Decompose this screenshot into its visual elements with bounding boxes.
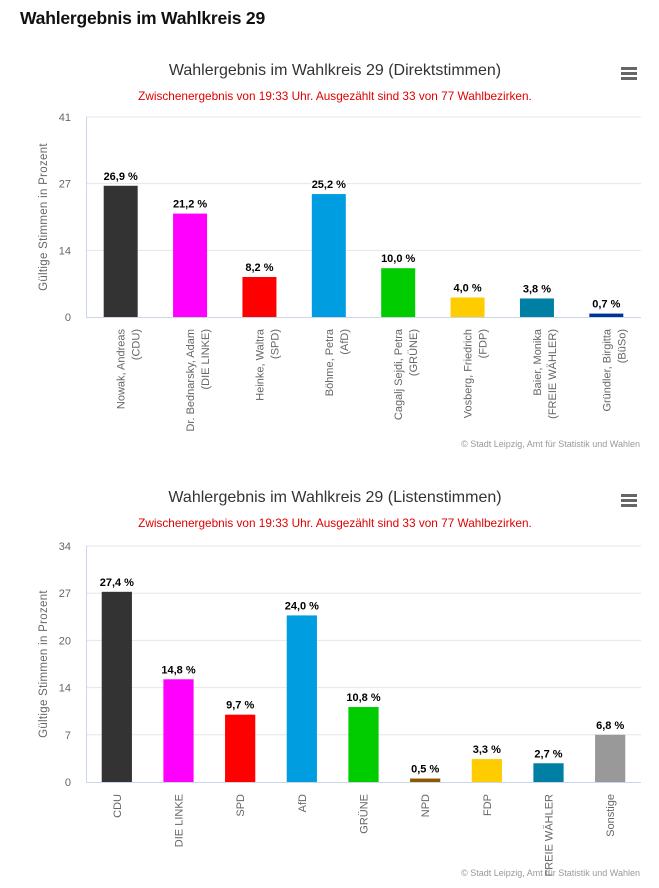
bar	[286, 615, 317, 782]
x-category-label: Cagalj Sejdi, Petra	[393, 328, 405, 420]
chart-subtitle: Zwischenergebnis von 19:33 Uhr. Ausgezäh…	[138, 516, 532, 530]
page-title: Wahlergebnis im Wahlkreis 29	[20, 8, 265, 28]
data-label: 24,0 %	[285, 600, 319, 612]
x-category-label: Gründler, Birgitta	[601, 328, 613, 411]
bar	[589, 313, 624, 317]
bar	[450, 297, 485, 317]
bar	[471, 759, 502, 782]
y-tick-label: 20	[59, 635, 71, 647]
chart-plot-direktstimmen: 0 14 27 41 Gültige Stimmen in Prozent 26,9 % N…	[38, 112, 641, 432]
data-label: 25,2 %	[312, 179, 346, 191]
y-tick-label: 7	[65, 730, 71, 742]
bar	[381, 268, 416, 317]
x-category-label: GRÜNE	[359, 794, 371, 834]
chart-menu-button[interactable]	[617, 64, 641, 82]
x-category-label: (FREIE WÄHLER)	[547, 329, 559, 419]
x-category-label: Vosberg, Friedrich	[463, 329, 475, 418]
y-tick-label: 0	[65, 777, 71, 789]
bar	[410, 778, 441, 782]
x-category-label: Heinke, Waltra	[254, 328, 266, 401]
chart-title: Wahlergebnis im Wahlkreis 29 (Direktstim…	[168, 62, 502, 79]
x-category-label: CDU	[112, 794, 124, 818]
bar	[103, 185, 138, 317]
x-category-label: Dr. Bednarsky, Adam	[185, 329, 197, 432]
bar	[242, 277, 277, 317]
x-category-label: (DIE LINKE)	[200, 329, 212, 390]
data-label: 3,3 %	[473, 744, 501, 756]
x-category-label: (BüSo)	[616, 329, 628, 363]
x-category-label: Sonstige	[605, 794, 617, 837]
y-tick-label: 34	[59, 541, 71, 553]
data-label: 3,8 %	[523, 283, 551, 295]
hamburger-menu-icon	[621, 494, 637, 507]
credits-link[interactable]: © Stadt Leipzig, Amt für Statistik und W…	[461, 868, 640, 878]
chart-subtitle: Zwischenergebnis von 19:33 Uhr. Ausgezäh…	[138, 89, 532, 103]
x-category-label: (FDP)	[478, 329, 490, 358]
x-category-label: Böhme, Petra	[324, 328, 336, 396]
x-category-label: NPD	[420, 794, 432, 817]
y-tick-label: 0	[65, 312, 71, 324]
bar	[173, 213, 208, 317]
bar	[595, 734, 626, 782]
y-tick-label: 27	[59, 179, 71, 191]
chart-listenstimmen: Wahlergebnis im Wahlkreis 29 (Listenstim…	[0, 478, 659, 888]
data-label: 2,7 %	[534, 748, 562, 760]
x-category-label: Baier, Monika	[532, 328, 544, 396]
credits-link[interactable]: © Stadt Leipzig, Amt für Statistik und W…	[461, 439, 640, 449]
data-label: 4,0 %	[453, 282, 481, 294]
x-category-label: (SPD)	[269, 329, 281, 359]
x-category-label: FDP	[482, 794, 494, 816]
chart-title: Wahlergebnis im Wahlkreis 29 (Listenstim…	[168, 489, 502, 506]
x-category-label: (CDU)	[131, 329, 143, 360]
chart-plot-listenstimmen: 0 7 14 20 27 34 Gültige Stimmen in Prozent 27,4…	[38, 541, 641, 877]
y-axis-title: Gültige Stimmen in Prozent	[38, 590, 50, 738]
bar	[348, 707, 379, 782]
bar	[163, 679, 194, 782]
x-category-label: FREIE WÄHLER	[544, 794, 556, 877]
data-label: 0,7 %	[592, 299, 620, 311]
data-label: 21,2 %	[173, 199, 207, 211]
x-category-label: (AfD)	[339, 329, 351, 355]
x-category-label: Nowak, Andreas	[116, 329, 128, 410]
x-category-label: SPD	[235, 794, 247, 817]
data-label: 27,4 %	[100, 577, 134, 589]
data-label: 6,8 %	[596, 720, 624, 732]
data-label: 14,8 %	[161, 664, 195, 676]
chart-direktstimmen: Wahlergebnis im Wahlkreis 29 (Direktstim…	[0, 50, 659, 460]
data-label: 0,5 %	[411, 764, 439, 776]
bar	[311, 194, 346, 317]
y-tick-label: 27	[59, 588, 71, 600]
x-category-label: (GRÜNE)	[408, 329, 420, 376]
x-category-label: AfD	[297, 794, 309, 812]
data-label: 8,2 %	[245, 262, 273, 274]
bar	[101, 591, 132, 782]
bar	[225, 714, 256, 782]
x-category-label: DIE LINKE	[174, 794, 186, 847]
data-label: 10,8 %	[346, 692, 380, 704]
data-label: 10,0 %	[381, 253, 415, 265]
data-label: 26,9 %	[104, 171, 138, 183]
data-label: 9,7 %	[226, 700, 254, 712]
y-tick-label: 41	[59, 112, 71, 124]
chart-menu-button[interactable]	[617, 491, 641, 509]
y-axis-title: Gültige Stimmen in Prozent	[38, 143, 50, 291]
bar	[533, 763, 564, 782]
y-tick-label: 14	[59, 245, 71, 257]
y-tick-label: 14	[59, 683, 71, 695]
bar	[519, 298, 554, 317]
hamburger-menu-icon	[621, 67, 637, 80]
